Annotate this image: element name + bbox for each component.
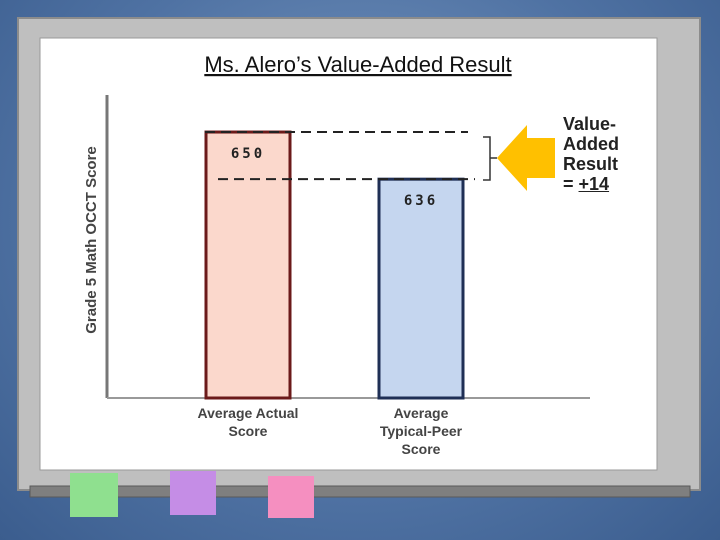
bar — [377, 177, 465, 400]
sticky-note — [170, 471, 216, 515]
annotation-prefix: = — [563, 174, 574, 194]
sticky-note — [70, 473, 118, 517]
annotation-line: Result — [563, 154, 619, 174]
annotation-line: = +14 — [563, 174, 619, 194]
annotation-line: Value- — [563, 114, 617, 134]
x-tick-label: Average Actual Score — [197, 405, 299, 439]
bar — [204, 130, 292, 400]
bracket — [483, 136, 497, 181]
annotation-line: Added — [563, 134, 619, 154]
data-label: 650 — [231, 146, 265, 162]
sticky-note — [268, 476, 314, 518]
arrow — [497, 125, 555, 191]
chart-title: Ms. Alero’s Value-Added Result — [204, 52, 511, 77]
y-axis-label: Grade 5 Math OCCT Score — [83, 146, 100, 334]
annotation-value: +14 — [578, 174, 610, 194]
x-tick-label: Average Typical-Peer Score — [379, 405, 463, 457]
board-surface — [39, 37, 658, 471]
data-label: 636 — [404, 193, 438, 209]
board-tray — [29, 485, 691, 498]
annotation: Value- Added Result = +14 — [563, 114, 619, 194]
